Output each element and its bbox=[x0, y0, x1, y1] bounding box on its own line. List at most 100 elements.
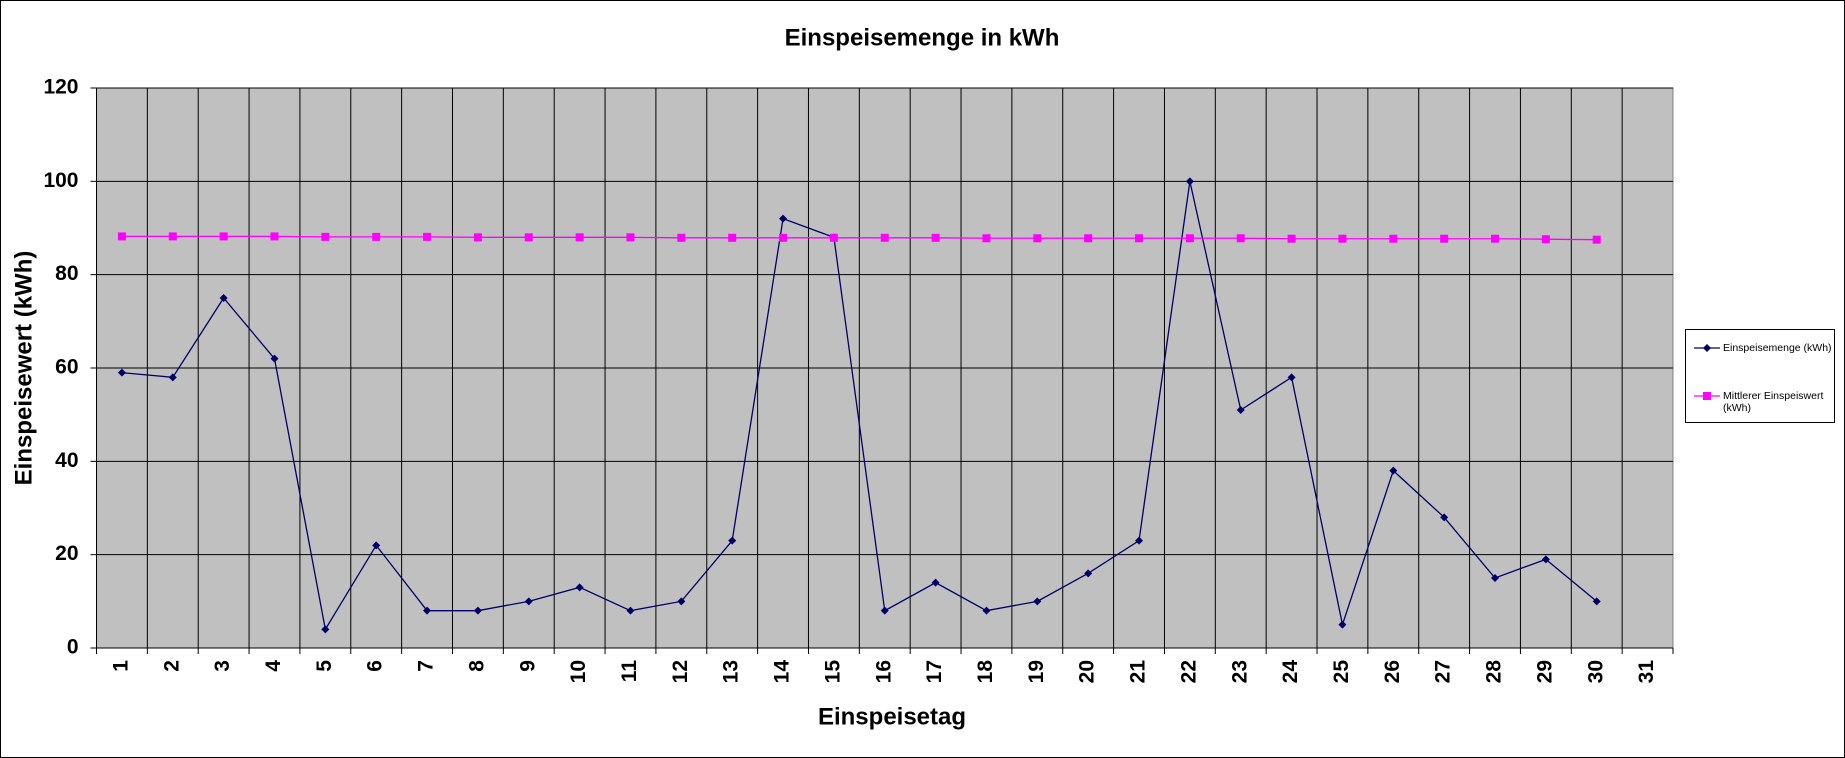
marker bbox=[321, 232, 330, 241]
marker bbox=[1491, 574, 1500, 582]
marker bbox=[1236, 406, 1245, 414]
marker bbox=[270, 354, 279, 363]
x-tick-label: 3 bbox=[211, 660, 234, 672]
x-tick-label: 30 bbox=[1584, 660, 1607, 683]
marker bbox=[880, 233, 889, 242]
x-tick-label: 9 bbox=[516, 660, 539, 672]
marker bbox=[372, 541, 381, 550]
marker bbox=[270, 232, 279, 241]
marker bbox=[829, 233, 838, 242]
marker bbox=[1338, 234, 1347, 243]
chart-title: Einspeisemenge in kWh bbox=[785, 24, 1060, 51]
marker bbox=[575, 233, 584, 242]
x-tick-label: 29 bbox=[1533, 660, 1556, 683]
marker bbox=[677, 597, 686, 606]
marker bbox=[1236, 234, 1245, 243]
marker bbox=[219, 294, 228, 302]
marker bbox=[1389, 234, 1398, 243]
marker bbox=[473, 233, 482, 242]
x-tick-label: 1 bbox=[109, 660, 132, 672]
x-tick-label: 17 bbox=[923, 660, 946, 683]
marker bbox=[1287, 234, 1296, 243]
x-tick-label: 15 bbox=[821, 660, 844, 684]
y-tick-label: 120 bbox=[43, 76, 78, 99]
series-line bbox=[121, 235, 1597, 241]
marker bbox=[524, 597, 533, 606]
x-tick-label: 19 bbox=[1025, 660, 1048, 683]
marker bbox=[423, 606, 432, 615]
legend-item: Einspeisemenge (kWh) bbox=[1694, 342, 1834, 354]
marker bbox=[1185, 234, 1194, 243]
marker bbox=[1135, 536, 1144, 545]
legend-label: Mittlerer Einspeiswert (kWh) bbox=[1723, 390, 1824, 414]
marker bbox=[1287, 373, 1296, 382]
x-tick-label: 28 bbox=[1483, 660, 1506, 684]
x-tick-label: 13 bbox=[720, 660, 743, 683]
marker bbox=[779, 214, 788, 223]
marker bbox=[321, 625, 330, 634]
marker bbox=[1389, 466, 1398, 475]
marker bbox=[423, 232, 432, 241]
series-line bbox=[121, 181, 1598, 632]
x-tick-label: 14 bbox=[771, 660, 794, 684]
y-tick-label: 0 bbox=[67, 636, 79, 659]
marker bbox=[1135, 234, 1144, 243]
marker bbox=[1033, 597, 1042, 606]
x-tick-label: 5 bbox=[313, 660, 336, 672]
marker bbox=[1084, 569, 1093, 578]
x-tick-label: 22 bbox=[1177, 660, 1200, 683]
y-tick-label: 40 bbox=[55, 449, 78, 472]
marker bbox=[117, 232, 126, 241]
marker bbox=[524, 233, 533, 242]
marker bbox=[1084, 234, 1093, 243]
x-tick-label: 4 bbox=[262, 660, 285, 672]
marker bbox=[982, 234, 991, 243]
x-tick-label: 24 bbox=[1279, 660, 1302, 684]
marker bbox=[219, 232, 228, 241]
marker bbox=[1338, 620, 1347, 629]
marker bbox=[1440, 513, 1449, 522]
y-tick-label: 20 bbox=[55, 542, 78, 565]
marker bbox=[1592, 597, 1601, 606]
x-tick-label: 26 bbox=[1381, 660, 1404, 683]
legend-item: Mittlerer Einspeiswert (kWh) bbox=[1694, 390, 1834, 414]
marker bbox=[117, 368, 126, 377]
legend-swatch bbox=[1694, 344, 1720, 352]
marker bbox=[728, 233, 737, 242]
legend: Einspeisemenge (kWh) Mittlerer Einspeiswe… bbox=[1685, 329, 1835, 423]
marker bbox=[677, 233, 686, 242]
x-tick-label: 16 bbox=[872, 660, 895, 683]
y-tick-label: 80 bbox=[55, 262, 78, 285]
marker bbox=[372, 232, 381, 241]
marker bbox=[1592, 235, 1601, 244]
x-tick-label: 18 bbox=[974, 660, 997, 684]
marker bbox=[626, 606, 635, 615]
x-tick-label: 7 bbox=[415, 660, 438, 672]
x-tick-label: 20 bbox=[1076, 660, 1099, 683]
marker bbox=[1541, 555, 1550, 564]
marker bbox=[931, 233, 940, 242]
legend-marker bbox=[1703, 344, 1711, 352]
marker bbox=[1541, 235, 1550, 244]
marker bbox=[626, 233, 635, 242]
legend-swatch bbox=[1694, 392, 1720, 400]
x-tick-label: 10 bbox=[567, 660, 590, 683]
y-axis-title: Einspeisewert (kWh) bbox=[10, 251, 37, 486]
marker bbox=[168, 232, 177, 241]
marker bbox=[473, 606, 482, 615]
marker bbox=[1033, 234, 1042, 243]
marker bbox=[931, 578, 940, 587]
x-axis-title: Einspeisetag bbox=[818, 703, 966, 730]
x-tick-label: 6 bbox=[364, 660, 387, 672]
legend-marker bbox=[1703, 392, 1711, 400]
marker bbox=[880, 606, 889, 615]
marker bbox=[982, 606, 991, 615]
marker bbox=[168, 373, 177, 382]
marker bbox=[1185, 177, 1194, 186]
y-tick-label: 100 bbox=[43, 169, 78, 192]
marker bbox=[728, 536, 737, 545]
marker bbox=[575, 583, 584, 592]
x-tick-label: 12 bbox=[669, 660, 692, 683]
